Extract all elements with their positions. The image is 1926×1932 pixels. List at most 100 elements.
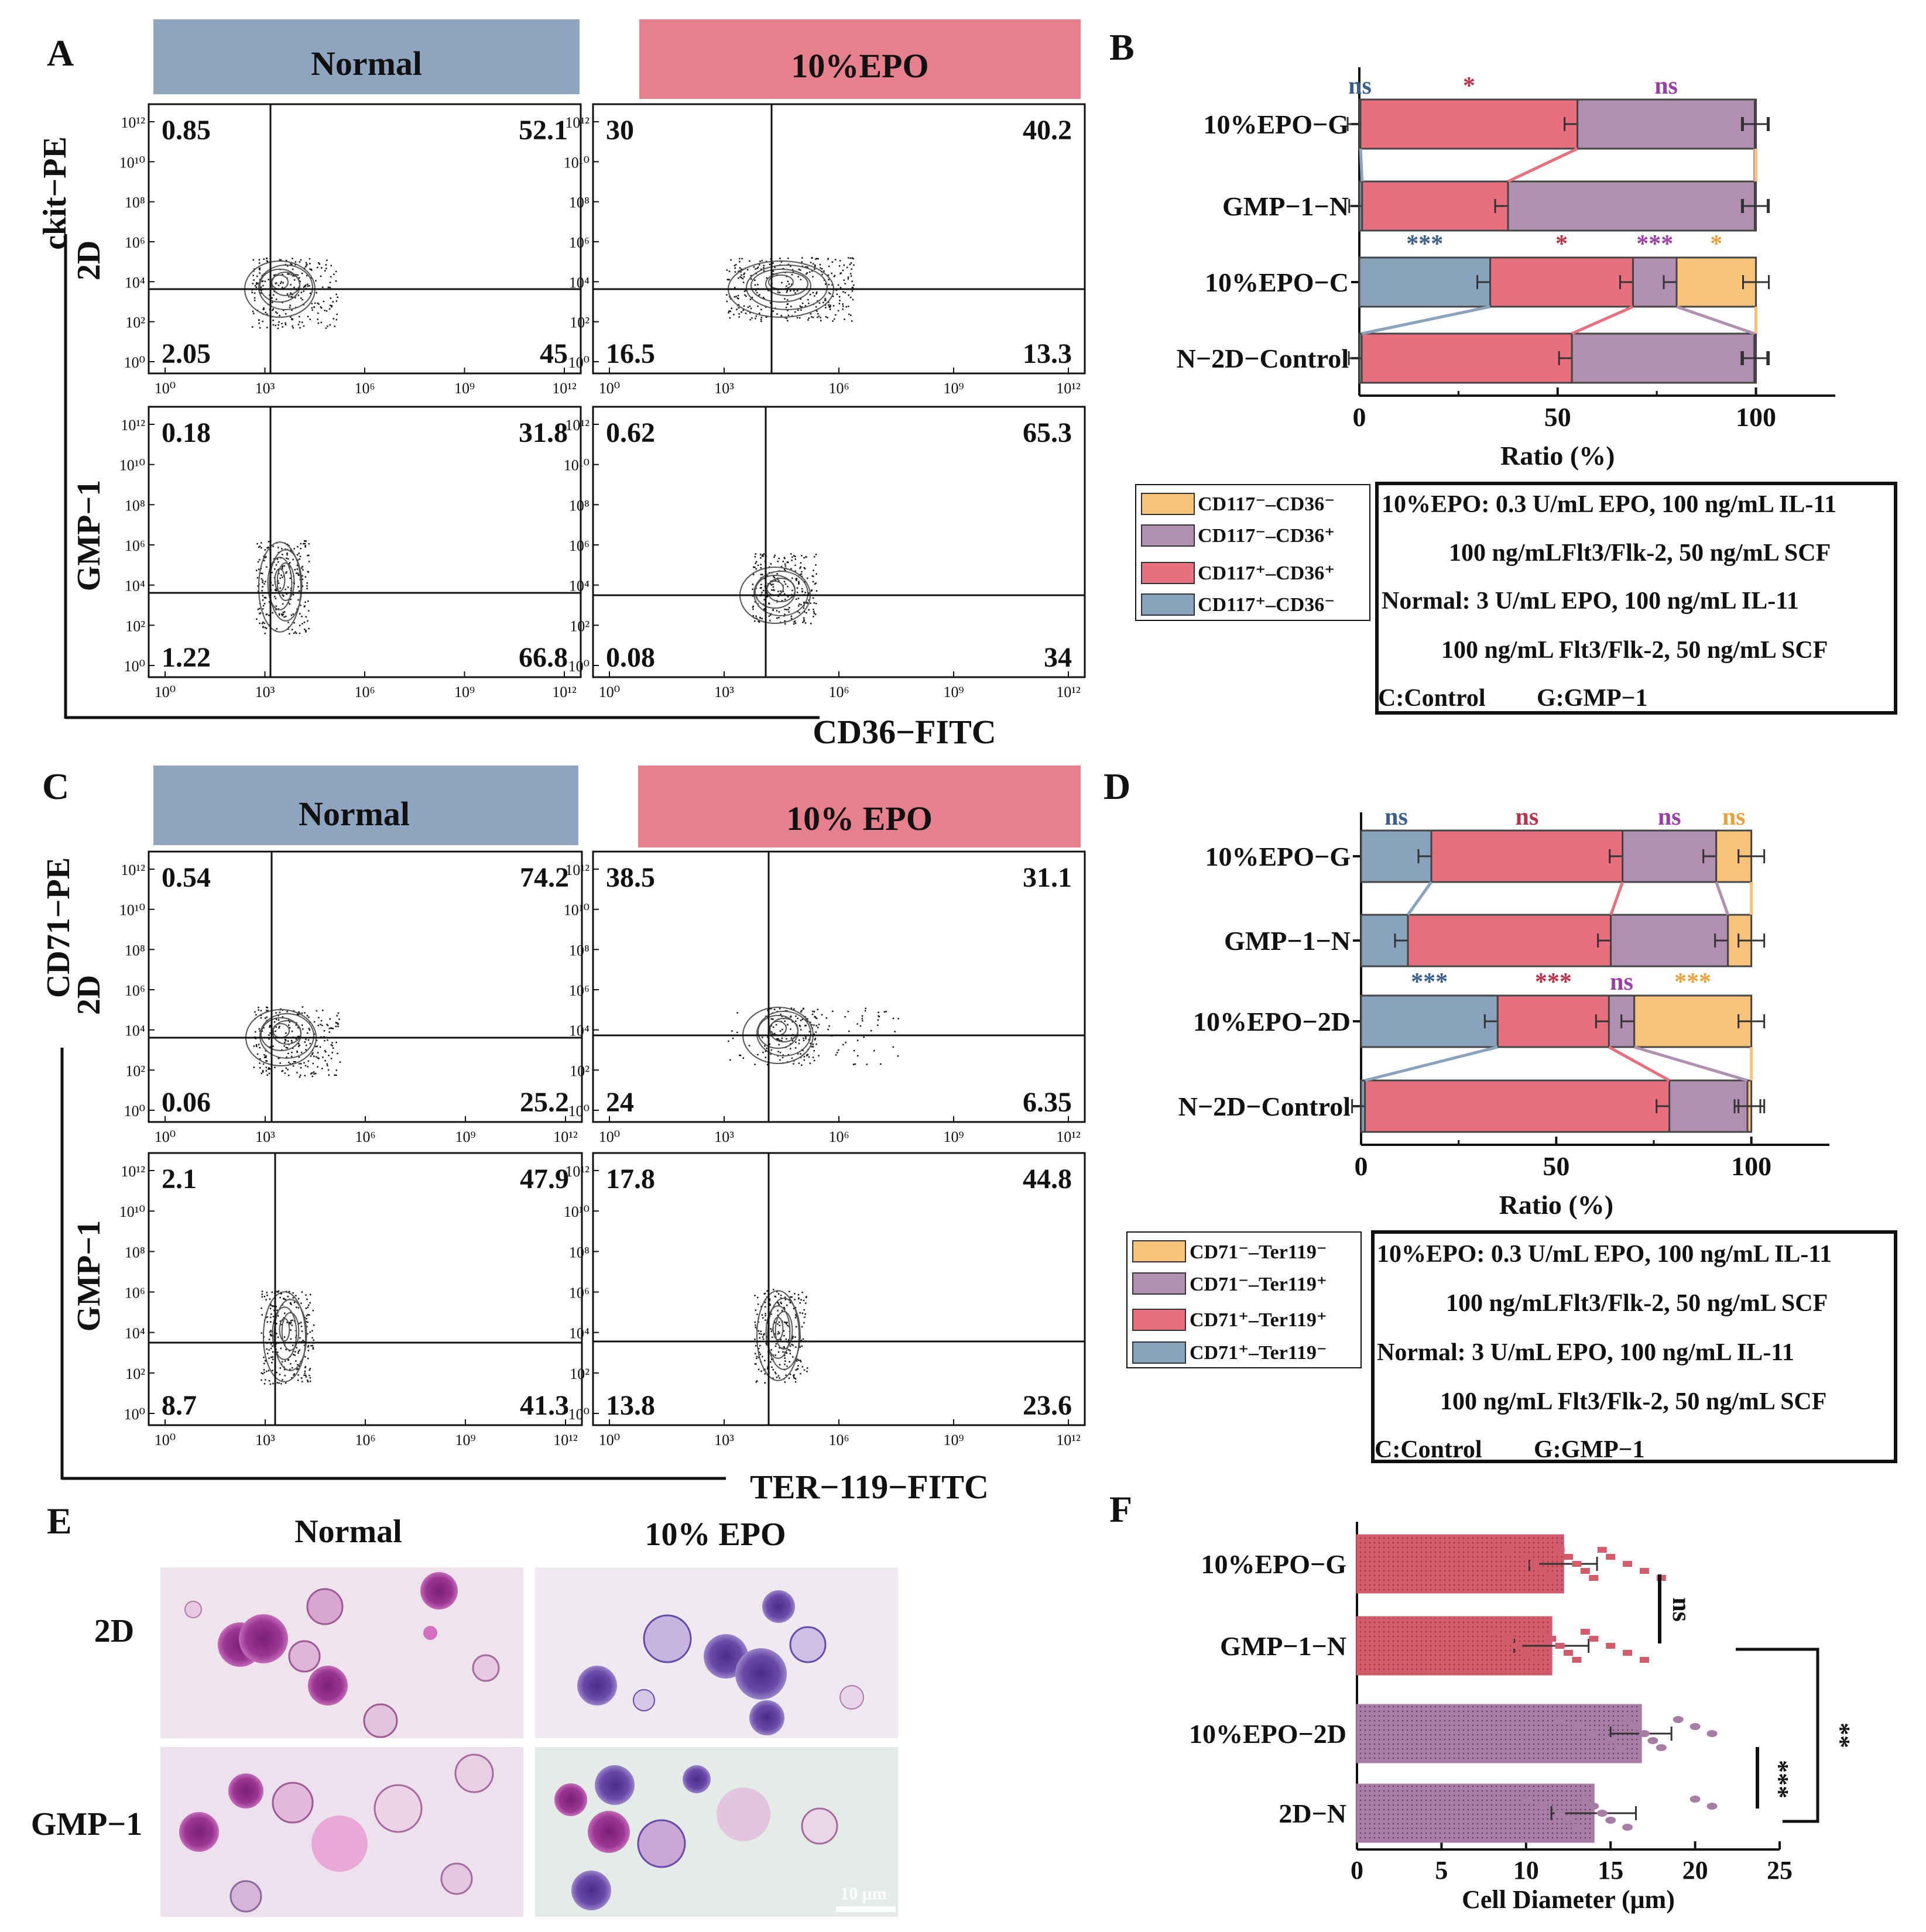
event-dot: [272, 1351, 274, 1353]
event-dot: [335, 270, 337, 273]
legend-b-item-1: CD117⁻–CD36⁺: [1198, 525, 1335, 547]
event-dot: [297, 1014, 300, 1015]
event-dot: [294, 297, 296, 298]
event-dot: [803, 1322, 805, 1324]
data-point: [1547, 1575, 1557, 1581]
event-dot: [772, 1026, 774, 1028]
event-dot: [777, 561, 779, 562]
event-dot: [309, 1375, 310, 1377]
density-contour: [774, 1311, 793, 1350]
event-dot: [293, 279, 296, 281]
data-point: [1647, 1737, 1658, 1744]
event-dot: [800, 1372, 801, 1375]
event-dot: [757, 564, 759, 567]
event-dot: [789, 1361, 790, 1363]
event-dot: [779, 1364, 781, 1365]
y-tick-label: 10¹²: [121, 417, 145, 434]
event-dot: [837, 1052, 838, 1053]
event-dot: [266, 613, 268, 615]
quadrant-value-ll: 24: [606, 1087, 634, 1118]
event-dot: [845, 306, 847, 308]
event-dot: [798, 583, 800, 585]
event-dot: [303, 543, 304, 545]
event-dot: [324, 270, 326, 272]
event-dot: [319, 1046, 321, 1048]
event-dot: [799, 1312, 801, 1314]
event-dot: [298, 1056, 300, 1058]
x-tick-label: 10⁹: [943, 1128, 964, 1145]
event-dot: [790, 306, 792, 307]
event-dot: [761, 574, 763, 575]
event-dot: [296, 1051, 298, 1053]
event-dot: [266, 313, 268, 315]
event-dot: [743, 276, 745, 278]
event-dot: [265, 1017, 266, 1019]
event-dot: [252, 283, 254, 284]
event-dot: [842, 1044, 844, 1046]
event-dot: [301, 623, 303, 624]
event-dot: [805, 266, 807, 268]
event-dot: [282, 603, 284, 605]
event-dot: [803, 557, 805, 559]
event-dot: [259, 613, 261, 615]
event-dot: [782, 1028, 783, 1031]
event-dot: [259, 1062, 261, 1064]
event-dot: [261, 547, 262, 549]
event-dot: [323, 300, 325, 303]
event-dot: [791, 283, 793, 285]
x-tick-label: 10⁶: [354, 684, 375, 701]
event-dot: [824, 279, 825, 282]
event-dot: [796, 587, 798, 589]
event-dot: [259, 559, 261, 561]
y-tick-label: 10²: [125, 617, 145, 634]
event-dot: [728, 310, 730, 312]
event-dot: [760, 564, 762, 565]
event-dot: [813, 597, 814, 599]
bar-segment: [1358, 256, 1492, 308]
x-tick-label: 10¹²: [1056, 380, 1081, 397]
event-dot: [268, 1067, 270, 1069]
event-dot: [259, 272, 261, 274]
event-dot: [791, 577, 793, 579]
event-dot: [731, 1030, 733, 1032]
event-dot: [854, 1063, 856, 1065]
event-dot: [749, 319, 751, 321]
event-dot: [791, 1037, 793, 1039]
event-dot: [865, 1010, 866, 1012]
event-dot: [772, 586, 774, 588]
quadrant-value-ul: 0.18: [162, 417, 211, 448]
event-dot: [803, 603, 805, 605]
event-dot: [281, 1070, 283, 1072]
event-dot: [270, 1313, 272, 1315]
event-dot: [851, 268, 852, 270]
conditions-b-line-4: C:Control: [1378, 685, 1486, 712]
event-dot: [728, 279, 729, 280]
event-dot: [772, 310, 774, 312]
event-dot: [765, 1315, 766, 1317]
event-dot: [331, 1045, 333, 1046]
event-dot: [329, 282, 331, 283]
density-contour: [276, 562, 295, 601]
event-dot: [764, 1382, 766, 1384]
panel-label-b: B: [1109, 26, 1135, 68]
event-dot: [306, 264, 307, 266]
event-dot: [784, 1360, 786, 1362]
event-dot: [779, 258, 781, 259]
event-dot: [811, 1013, 814, 1015]
event-dot: [277, 1336, 279, 1339]
event-dot: [268, 601, 270, 603]
event-dot: [309, 258, 311, 260]
event-dot: [787, 320, 789, 322]
event-dot: [799, 269, 801, 271]
event-dot: [774, 266, 776, 268]
event-dot: [803, 1007, 804, 1010]
event-dot: [262, 622, 264, 623]
event-dot: [304, 540, 306, 542]
event-dot: [301, 1006, 304, 1008]
event-dot: [777, 1315, 779, 1316]
event-dot: [285, 1039, 287, 1042]
y-tick-label: 10²: [570, 1365, 590, 1382]
category-label: 10%EPO−2D: [1189, 1719, 1346, 1749]
event-dot: [272, 308, 274, 310]
